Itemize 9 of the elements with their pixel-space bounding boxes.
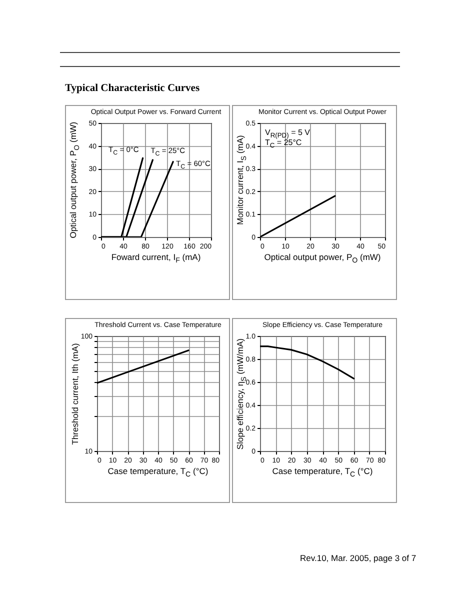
x-axis-title: Optical output power, P$_{O}$ (mW)	[264, 252, 381, 265]
x-axis-title: Case temperature, T$_{C}$ (°C)	[108, 466, 208, 479]
y-axis-title: Threshold current, Ith (mA)	[70, 342, 80, 444]
x-axis-title: Foward current, I$_{F}$ (mA)	[111, 252, 201, 265]
x-axis-title: Case temperature, T$_{C}$ (°C)	[272, 466, 373, 479]
text: Typical Characteristic Curves	[65, 83, 200, 94]
annotation: V$_{R(PD)}$ = 5 V	[265, 128, 310, 140]
text: Rev.10, Mar. 2005, page 3 of 7	[300, 553, 416, 563]
annotation: T$_{C}$ = 25°C	[265, 138, 302, 150]
